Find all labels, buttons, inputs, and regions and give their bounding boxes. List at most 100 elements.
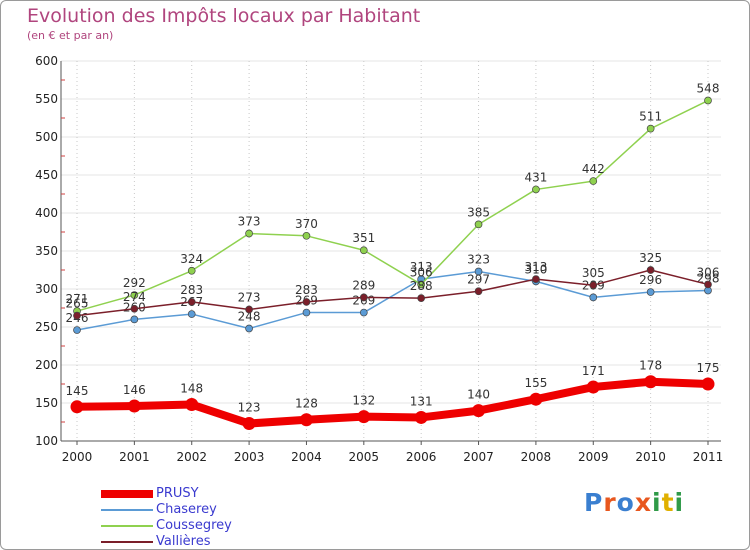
data-label: 283: [295, 283, 318, 297]
x-tick-label: 2008: [521, 450, 552, 464]
data-point: [70, 400, 84, 414]
legend-swatch: [101, 490, 153, 498]
data-point: [704, 280, 712, 289]
data-point: [359, 308, 368, 317]
x-tick-label: 2005: [349, 450, 380, 464]
data-point: [73, 326, 81, 334]
data-label: 283: [180, 283, 203, 297]
x-tick-label: 2003: [234, 450, 265, 464]
data-point: [589, 281, 598, 290]
data-point: [187, 298, 196, 306]
data-label: 132: [352, 394, 375, 408]
data-point: [187, 266, 196, 275]
data-point: [474, 220, 483, 229]
data-point: [302, 308, 311, 317]
data-label: 310: [524, 262, 547, 276]
data-label: 145: [66, 384, 89, 398]
data-point: [529, 392, 543, 406]
data-label: 511: [639, 110, 662, 124]
data-point: [474, 267, 483, 276]
data-label: 385: [467, 205, 490, 219]
data-point: [532, 185, 540, 194]
series-line-vallières: [76, 269, 709, 317]
chart-subtitle: (en € et par an): [27, 29, 114, 42]
data-point: [532, 275, 540, 283]
data-label: 292: [123, 276, 146, 290]
data-point: [704, 96, 712, 105]
data-point: [185, 398, 199, 412]
logo-letter: x: [634, 488, 652, 517]
data-label: 140: [467, 388, 490, 402]
data-point: [589, 177, 598, 185]
data-point: [187, 310, 196, 318]
x-tick-label: 2004: [291, 450, 322, 464]
data-point: [357, 410, 371, 424]
data-point: [130, 304, 139, 313]
data-point: [245, 324, 253, 333]
data-label: 370: [295, 217, 318, 231]
legend-label: Coussegrey: [156, 518, 232, 533]
data-label: 305: [582, 266, 605, 280]
logo-letter: i: [652, 488, 662, 517]
x-tick-label: 2001: [119, 450, 150, 464]
y-tick-label: 450: [35, 168, 58, 182]
chart-title: Evolution des Impôts locaux par Habitant: [27, 5, 421, 27]
logo-letter: r: [603, 488, 617, 517]
x-tick-label: 2010: [635, 450, 666, 464]
logo-letter: t: [661, 488, 675, 517]
data-label: 313: [410, 260, 433, 274]
data-label: 373: [238, 215, 261, 229]
data-point: [646, 266, 655, 274]
data-point: [644, 375, 658, 389]
x-tick-label: 2007: [463, 450, 494, 464]
data-point: [474, 287, 483, 296]
data-label: 146: [123, 383, 146, 397]
data-point: [130, 291, 139, 299]
data-label: 313: [524, 260, 547, 274]
data-label: 271: [66, 292, 89, 306]
y-tick-label: 100: [35, 434, 58, 448]
data-label: 248: [238, 310, 261, 324]
data-label: 171: [582, 364, 605, 378]
data-label: 351: [352, 231, 375, 245]
y-tick-label: 300: [35, 282, 58, 296]
data-label: 306: [697, 265, 720, 279]
y-tick-label: 150: [35, 396, 58, 410]
data-label: 123: [238, 401, 261, 415]
data-point: [302, 231, 311, 240]
data-point: [127, 399, 141, 413]
y-tick-label: 250: [35, 320, 58, 334]
y-tick-label: 600: [35, 54, 58, 68]
data-label: 155: [524, 376, 547, 390]
data-point: [73, 311, 81, 320]
data-label: 175: [697, 361, 720, 375]
data-label: 325: [639, 251, 662, 265]
data-label: 431: [524, 170, 547, 184]
data-label: 297: [467, 272, 490, 286]
data-point: [359, 293, 368, 302]
data-label: 306: [410, 265, 433, 279]
data-point: [245, 229, 253, 238]
data-label: 288: [410, 279, 433, 293]
y-tick-label: 200: [35, 358, 58, 372]
legend-label: Chaserey: [156, 502, 217, 517]
proxiti-logo: Proxiti: [584, 488, 684, 517]
data-label: 298: [697, 272, 720, 286]
data-label: 274: [123, 290, 146, 304]
data-point: [359, 246, 368, 255]
legend-swatch: [101, 541, 153, 543]
x-tick-label: 2009: [578, 450, 609, 464]
data-point: [646, 288, 655, 296]
legend-swatch: [101, 525, 153, 527]
data-point: [417, 280, 426, 289]
data-label: 128: [295, 397, 318, 411]
legend-label: PRUSY: [156, 486, 199, 501]
y-tick-label: 500: [35, 130, 58, 144]
data-label: 273: [238, 291, 261, 305]
data-label: 548: [697, 82, 720, 96]
data-point: [130, 315, 139, 324]
x-tick-label: 2006: [406, 450, 437, 464]
data-point: [299, 413, 313, 427]
